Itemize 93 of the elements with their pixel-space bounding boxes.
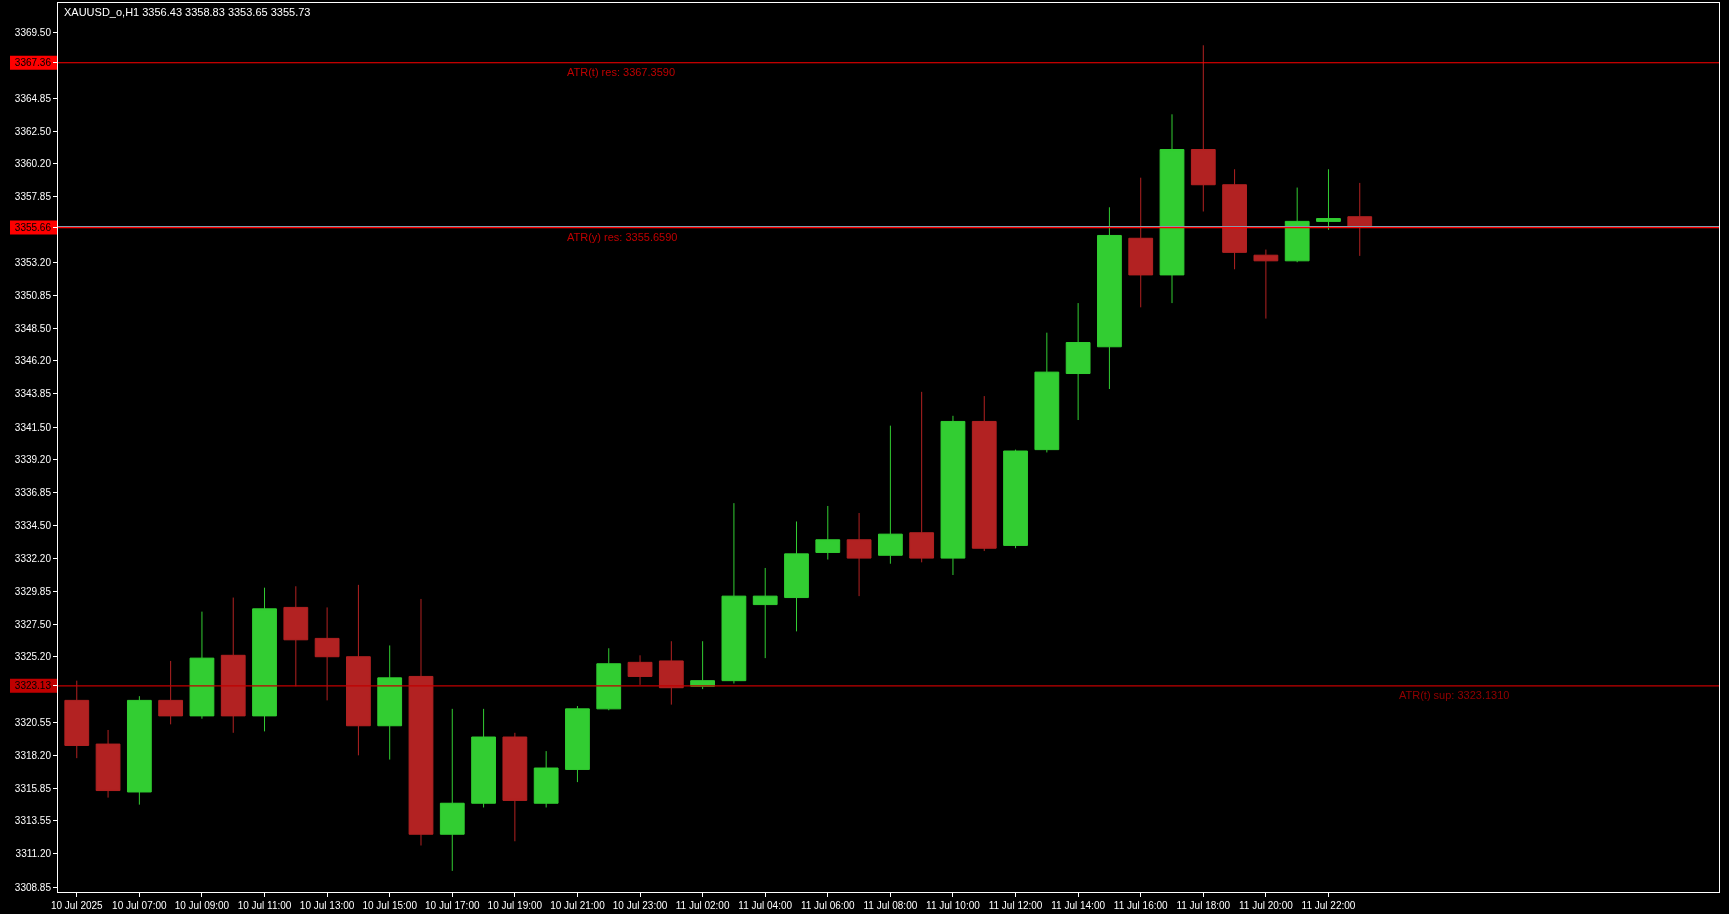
candlestick [596,647,622,711]
candlestick [314,606,340,701]
candlestick [565,705,590,783]
y-tick-label: 3348.50 [14,322,52,334]
x-tick-label: 11 Jul 20:00 [1239,900,1294,911]
candlestick [471,708,496,808]
candlestick [283,585,309,687]
x-tick-label: 10 Jul 09:00 [174,900,230,911]
y-tick-label: 3320.55 [14,716,52,728]
y-tick-label: 3367.36 [14,57,52,69]
candlestick [346,584,371,756]
candlestick [1003,449,1028,549]
y-tick-label: 3350.85 [14,289,52,301]
x-tick-label: 11 Jul 10:00 [926,900,981,911]
candlestick [752,567,778,659]
candlestick [1222,168,1247,270]
y-tick-label: 3308.85 [14,881,52,893]
candlestick [377,644,403,761]
y-tick-label: 3311.20 [15,848,52,860]
candlestick [1097,206,1122,390]
candlestick [909,391,935,563]
candlestick [1190,44,1216,213]
candlestick [784,520,809,632]
candlestick [1284,187,1310,263]
y-tick-label: 3360.20 [14,158,52,170]
x-tick-label: 10 Jul 11:00 [237,900,292,911]
x-tick-label: 11 Jul 18:00 [1176,900,1231,911]
y-tick-label: 3357.85 [14,191,52,203]
y-tick-label: 3364.85 [14,92,52,104]
y-tick-label: 3341.50 [14,421,52,433]
y-tick-label: 3327.50 [14,618,52,630]
chart-title: XAUUSD_o,H1 3356.43 3358.83 3353.65 3355.73 [64,5,311,18]
y-tick-label: 3362.50 [14,125,52,137]
candlestick [95,729,121,799]
candlestick [220,597,246,734]
x-tick-label: 10 Jul 15:00 [362,900,418,911]
x-tick-label: 11 Jul 14:00 [1051,900,1106,911]
y-tick-label: 3336.85 [14,487,52,499]
candlestick [158,660,184,725]
y-tick-label: 3318.20 [14,749,52,761]
candlestick [1065,302,1091,421]
y-tick-label: 3332.20 [14,552,52,564]
candlestick [64,680,90,759]
candlestick [721,502,747,684]
y-tick-label: 3369.50 [14,27,52,39]
candlestick [252,587,277,732]
x-tick-label: 10 Jul 2025 [50,900,104,911]
y-tick-label: 3323.13 [14,680,52,692]
ref-line-label: ATR(t) sup: 3323.1310 [1399,689,1510,701]
x-tick-label: 11 Jul 08:00 [863,900,918,911]
candlestick [502,732,528,842]
x-tick-label: 11 Jul 22:00 [1301,900,1356,911]
x-tick-label: 11 Jul 16:00 [1113,900,1169,911]
x-tick-label: 10 Jul 17:00 [425,900,480,911]
y-tick-label: 3329.85 [14,585,52,597]
x-tick-label: 11 Jul 06:00 [800,900,856,911]
x-tick-label: 10 Jul 21:00 [550,900,606,911]
y-tick-label: 3353.20 [14,256,52,268]
candlestick [126,695,152,806]
candlestick [1159,113,1185,304]
x-tick-label: 10 Jul 23:00 [612,900,668,911]
candlestick [627,654,653,686]
candlestick [439,708,465,872]
x-tick-label: 11 Jul 04:00 [738,900,793,911]
candlestick [1347,182,1373,257]
x-tick-label: 11 Jul 12:00 [988,900,1043,911]
candlestick [658,640,684,706]
y-tick-label: 3343.85 [14,388,52,400]
candlestick [815,505,841,561]
candlestick [1128,177,1154,308]
x-tick-label: 10 Jul 19:00 [487,900,543,911]
candlestick [533,750,559,808]
y-tick-label: 3313.55 [14,815,52,827]
y-tick-label: 3334.50 [14,520,52,532]
candlestick [971,395,997,552]
y-tick-label: 3346.20 [14,355,52,367]
candlestick [1316,168,1341,231]
candlestick [846,512,872,597]
y-tick-label: 3355.66 [14,222,52,234]
x-tick-label: 10 Jul 13:00 [299,900,355,911]
candlestick [189,611,215,720]
ref-line-label: ATR(t) res: 3367.3590 [567,66,676,78]
candlestick [1034,332,1060,453]
y-tick-label: 3315.85 [14,782,52,794]
x-tick-label: 10 Jul 07:00 [112,900,168,911]
candlestick [940,415,966,576]
y-tick-label: 3325.20 [14,651,52,663]
ref-line-label: ATR(y) res: 3355.6590 [567,231,678,243]
candlestick [1253,249,1279,320]
candlestick [408,598,434,847]
y-tick-label: 3339.20 [14,453,52,465]
x-tick-label: 11 Jul 02:00 [675,900,730,911]
candlestick [877,425,903,565]
